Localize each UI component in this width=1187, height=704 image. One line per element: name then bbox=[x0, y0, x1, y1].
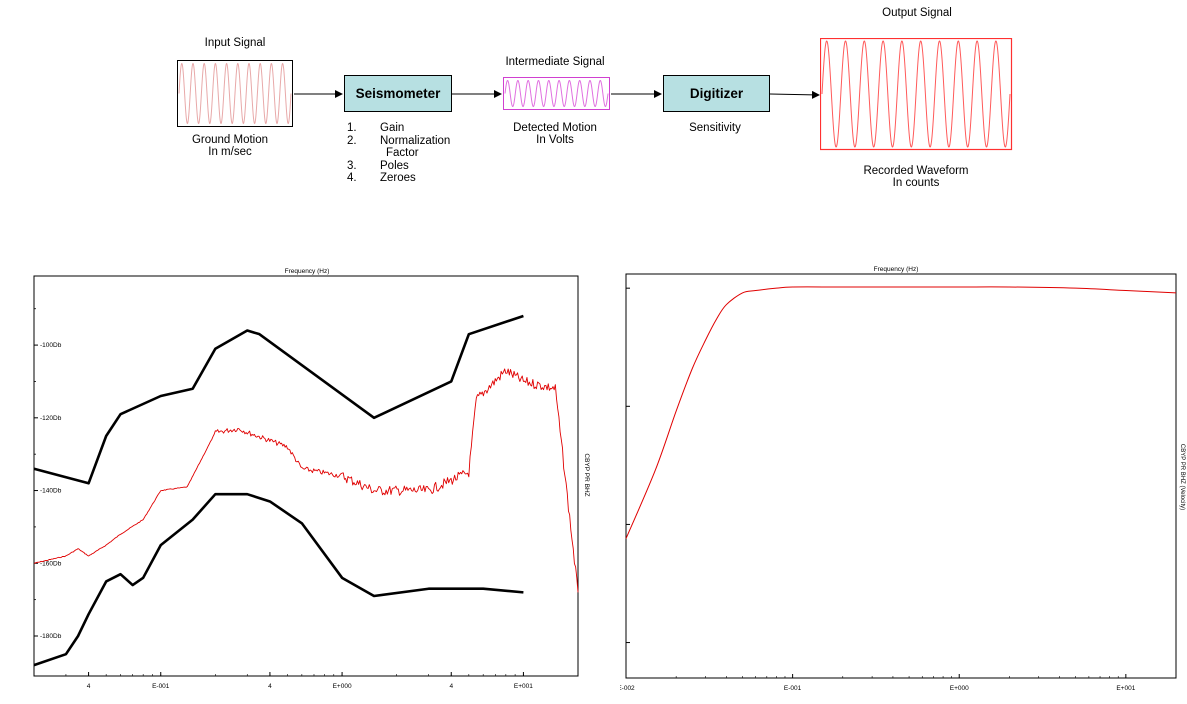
x-tick-label: E+001 bbox=[514, 683, 533, 690]
digitizer-caption-sensitivity: Sensitivity bbox=[689, 122, 741, 134]
x-tick-label: E-001 bbox=[784, 685, 802, 692]
chart-title: Frequency (Hz) bbox=[285, 268, 330, 275]
y-tick-label: -120Db bbox=[40, 415, 62, 422]
y-tick-label: -100Db bbox=[40, 342, 62, 349]
x-tick-label: 4 bbox=[449, 683, 453, 690]
x-tick-label: E+000 bbox=[950, 685, 969, 692]
y-axis-label: CBYP PR BHZ (Velocity) bbox=[1179, 444, 1185, 510]
plot-frame bbox=[33, 275, 579, 677]
parameter-item: Factor bbox=[386, 147, 419, 159]
series-velocity-response bbox=[625, 286, 1177, 539]
flow-arrows bbox=[294, 90, 820, 99]
parameter-item: 4. Zeroes bbox=[347, 172, 416, 184]
y-tick-label: -180Db bbox=[40, 633, 62, 640]
instrument-response-chart: Frequency (Hz) CBYP PR BHZ (Velocity) 90… bbox=[620, 266, 1185, 692]
x-tick-label: 4 bbox=[268, 683, 272, 690]
input-caption-units: In m/sec bbox=[208, 146, 252, 158]
arrow-digitizer-to-output bbox=[769, 90, 820, 99]
series-red-noise-spectrum bbox=[33, 368, 579, 593]
intermediate-caption-units: In Volts bbox=[536, 134, 574, 146]
parameter-item: 3. Poles bbox=[347, 159, 409, 172]
intermediate-signal-label: Intermediate Signal bbox=[505, 56, 605, 68]
output-caption-recorded-waveform: Recorded Waveform bbox=[863, 165, 969, 177]
digitizer-box: Digitizer bbox=[663, 75, 770, 112]
intermediate-caption-detected-motion: Detected Motion bbox=[513, 122, 597, 134]
output-signal-label: Output Signal bbox=[882, 7, 952, 19]
input-signal-label: Input Signal bbox=[204, 37, 266, 49]
input-signal-wave bbox=[177, 60, 293, 127]
input-caption-ground-motion: Ground Motion bbox=[191, 134, 269, 146]
intermediate-signal-wave bbox=[503, 77, 610, 110]
output-signal-wave bbox=[820, 38, 1013, 151]
parameter-item: 2. Normalization bbox=[347, 134, 451, 147]
seismometer-parameter-list: 1. Gain 2. Normalization Factor 3. Poles 4.… bbox=[347, 122, 450, 185]
series-upper-noise-bound bbox=[33, 314, 524, 485]
x-tick-label: E+001 bbox=[1116, 685, 1135, 692]
chart-title: Frequency (Hz) bbox=[874, 266, 919, 273]
x-tick-label: E+000 bbox=[333, 683, 352, 690]
plot-frame bbox=[625, 273, 1177, 679]
parameter-item: 1. Gain bbox=[347, 122, 405, 134]
y-tick-label: -160Db bbox=[40, 560, 62, 567]
x-tick-label: 4 bbox=[87, 683, 91, 690]
series-lower-noise-bound bbox=[33, 492, 524, 667]
noise-spectrum-chart: Frequency (Hz) CBYP PR BHZ -100Db -120Db -… bbox=[33, 268, 590, 690]
y-axis-label: CBYP PR BHZ bbox=[583, 453, 590, 496]
y-tick-label: -140Db bbox=[40, 488, 62, 495]
seismometer-box: Seismometer bbox=[344, 75, 452, 112]
x-tick-label: E-002 bbox=[620, 685, 635, 692]
x-tick-label: E-001 bbox=[152, 683, 170, 690]
output-caption-units: In counts bbox=[892, 177, 940, 189]
